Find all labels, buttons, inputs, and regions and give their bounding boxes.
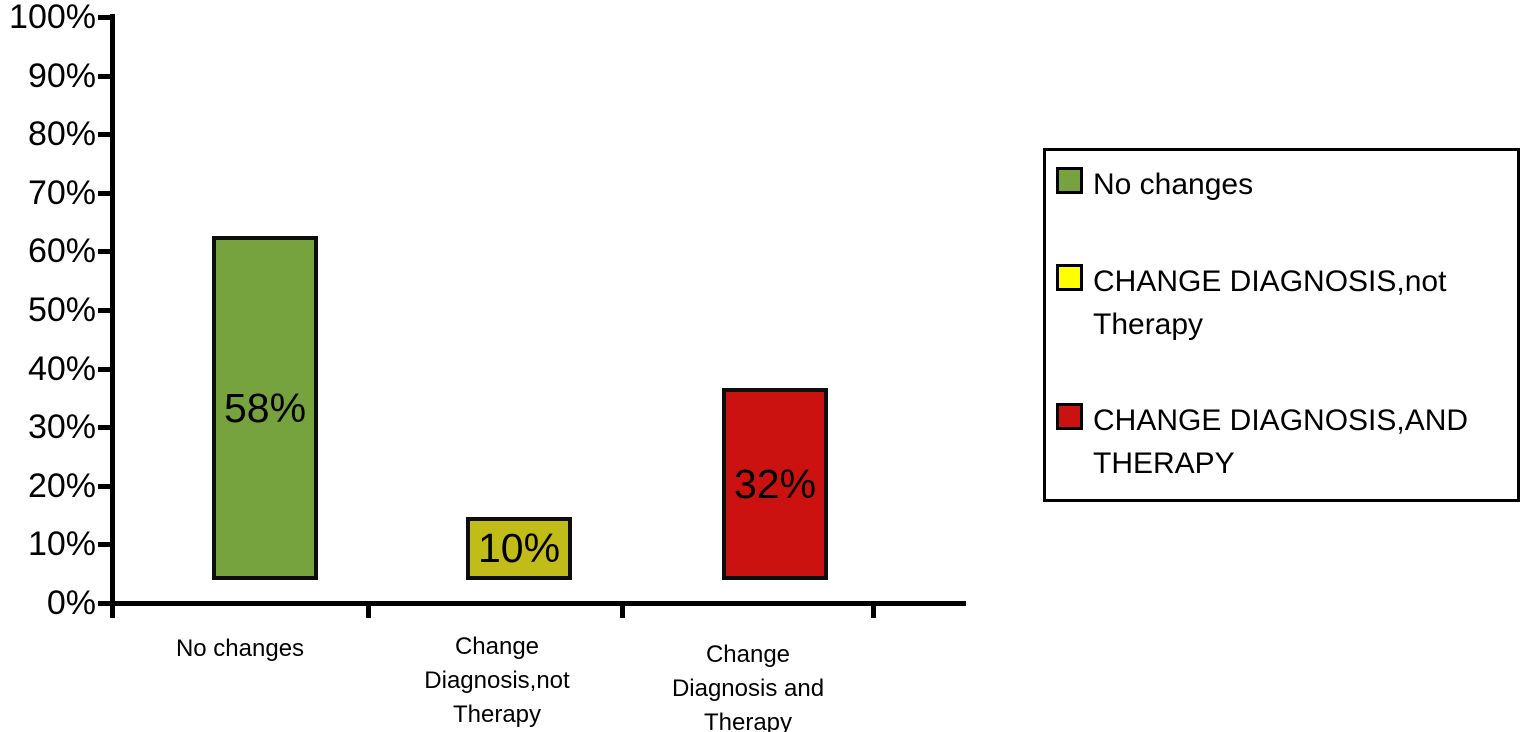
y-tick-60: [98, 249, 113, 255]
y-tick-label-90: 90%: [27, 56, 96, 95]
y-tick-label-20: 20%: [27, 466, 96, 505]
y-tick-80: [98, 132, 113, 138]
y-tick-label-50: 50%: [27, 291, 96, 329]
legend-swatch-icon: [1056, 403, 1083, 430]
y-tick-label-10: 10%: [27, 525, 96, 564]
bar-no-changes: 58%: [212, 236, 318, 580]
legend-item-no-changes: No changes: [1054, 163, 1509, 206]
y-tick-50: [98, 308, 113, 313]
legend-item-change-diagnosis-not: CHANGE DIAGNOSIS,not Therapy: [1054, 260, 1509, 346]
x-axis-line: [110, 601, 966, 606]
legend-label: No changes: [1093, 168, 1254, 201]
y-tick-20: [98, 483, 113, 489]
y-tick-0: [98, 601, 113, 606]
y-tick-label-40: 40%: [27, 349, 96, 388]
legend-label: CHANGE DIAGNOSIS,not Therapy: [1093, 264, 1447, 341]
category-label-no-changes: No changes: [175, 635, 305, 662]
legend-label: CHANGE DIAGNOSIS,AND THERAPY: [1093, 404, 1469, 480]
bar-value-label-change: 32%: [733, 460, 817, 507]
bar-value-label-no-changes: 58%: [223, 384, 307, 431]
bar-change: 32%: [722, 388, 828, 580]
x-tick-3: [871, 603, 876, 618]
y-tick-90: [98, 73, 113, 79]
y-tick-70: [98, 190, 113, 196]
y-tick-10: [98, 542, 113, 548]
y-tick-label-60: 60%: [27, 232, 96, 271]
y-axis-line: [110, 14, 115, 606]
y-tick-label-30: 30%: [27, 408, 96, 447]
y-tick-label-70: 70%: [27, 173, 96, 212]
bar-value-label-change: 10%: [477, 525, 561, 571]
category-label-change: Change Diagnosis and Therapy: [671, 641, 825, 732]
legend-swatch-icon: [1056, 263, 1083, 291]
plot-area: 0% 10% 20% 30% 40% 50% 60% 70% 80% 90% 100% 58% 10%…: [9, 0, 966, 732]
legend-item-change-diagnosis-and: CHANGE DIAGNOSIS,AND THERAPY: [1054, 399, 1509, 485]
y-tick-40: [98, 366, 113, 372]
legend-swatch-icon: [1056, 167, 1083, 194]
legend-box: No changes CHANGE DIAGNOSIS,not Therapy CH…: [1043, 148, 1520, 502]
x-tick-1: [366, 603, 371, 618]
category-label-change: Change Diagnosis,not Therapy: [424, 633, 570, 728]
y-tick-100: [98, 15, 113, 20]
x-tick-0: [110, 603, 115, 618]
y-tick-label-100: 100%: [9, 0, 96, 36]
y-tick-30: [98, 425, 113, 431]
x-tick-2: [620, 603, 625, 618]
bar-change: 10%: [466, 517, 572, 580]
y-tick-label-80: 80%: [27, 115, 96, 154]
y-tick-label-0: 0%: [46, 584, 96, 622]
